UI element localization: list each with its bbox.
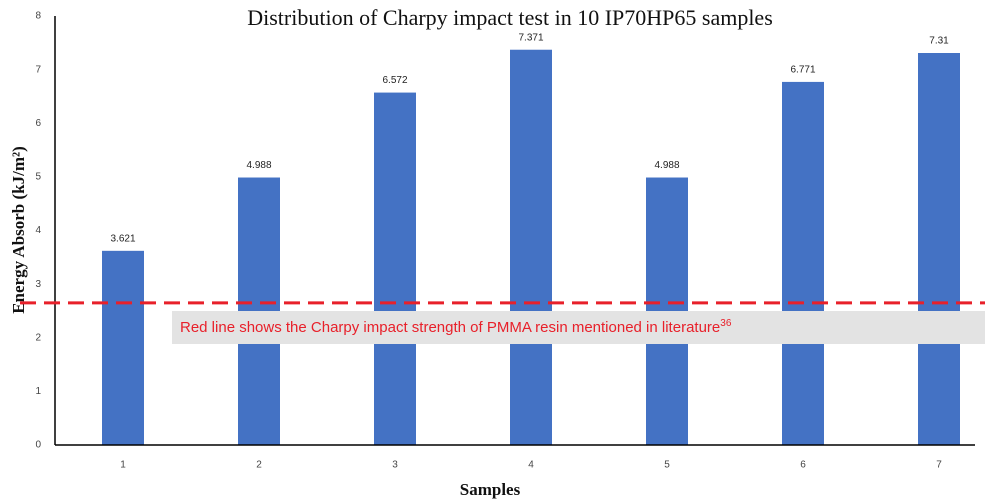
y-tick-label: 2	[35, 332, 41, 343]
annotation-ref: 36	[720, 318, 732, 329]
value-label: 3.621	[110, 233, 135, 244]
annotation: Red line shows the Charpy impact strengt…	[180, 318, 732, 336]
y-tick-label: 8	[35, 11, 41, 22]
value-label: 7.31	[929, 36, 949, 47]
y-tick-label: 3	[35, 279, 41, 290]
x-tick-label: 2	[256, 460, 262, 471]
bar	[510, 49, 552, 445]
x-tick-label: 6	[800, 460, 806, 471]
value-label: 7.371	[518, 32, 543, 43]
x-tick-label: 4	[528, 460, 534, 471]
bar	[918, 53, 960, 445]
value-label: 4.988	[246, 160, 271, 171]
annotation-box	[172, 311, 985, 344]
x-tick-label: 3	[392, 460, 398, 471]
x-axis-label: Samples	[460, 480, 521, 499]
y-tick-label: 7	[35, 64, 41, 75]
chart-title: Distribution of Charpy impact test in 10…	[247, 5, 773, 30]
x-tick-label: 5	[664, 460, 670, 471]
annotation-text: Red line shows the Charpy impact strengt…	[180, 319, 720, 336]
y-tick-label: 5	[35, 172, 41, 183]
x-tick-label: 7	[936, 460, 942, 471]
y-tick-label: 4	[35, 225, 41, 236]
bar	[374, 92, 416, 445]
value-label: 4.988	[654, 160, 679, 171]
y-tick-label: 0	[35, 440, 41, 451]
y-tick-label: 1	[35, 386, 41, 397]
value-label: 6.572	[382, 75, 407, 86]
value-label: 6.771	[790, 65, 815, 76]
y-axis-label: Energy Absorb (kJ/m²)	[9, 146, 28, 314]
x-tick-label: 1	[120, 460, 126, 471]
bar	[102, 250, 144, 445]
bar	[782, 81, 824, 446]
y-tick-label: 6	[35, 118, 41, 129]
